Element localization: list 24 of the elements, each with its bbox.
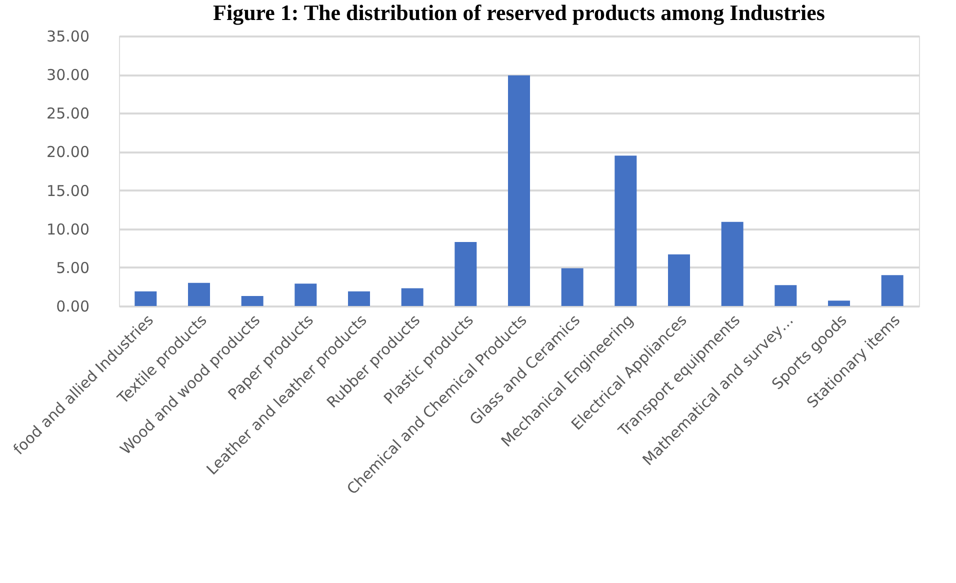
y-tick-label: 20.00 xyxy=(46,143,90,162)
bar xyxy=(881,275,904,306)
y-tick-label: 0.00 xyxy=(56,298,90,316)
y-tick-label: 10.00 xyxy=(46,220,90,238)
y-tick-label: 15.00 xyxy=(46,182,90,200)
bar xyxy=(668,254,690,306)
bar xyxy=(828,300,850,306)
bar xyxy=(454,242,477,306)
bar xyxy=(401,288,424,306)
bar xyxy=(561,268,584,306)
y-tick-label: 30.00 xyxy=(46,66,90,84)
bar xyxy=(241,296,264,306)
bar xyxy=(294,284,317,306)
bar xyxy=(188,282,210,306)
bar xyxy=(134,291,157,306)
y-tick-label: 35.00 xyxy=(46,28,90,46)
bar xyxy=(508,75,530,306)
chart-title: Figure 1: The distribution of reserved products among Industries xyxy=(213,0,826,25)
bar xyxy=(348,291,370,306)
bar xyxy=(614,156,637,306)
bar xyxy=(774,285,797,306)
y-tick-label: 5.00 xyxy=(56,258,90,277)
y-tick-label: 25.00 xyxy=(46,104,90,123)
bar xyxy=(721,222,744,306)
